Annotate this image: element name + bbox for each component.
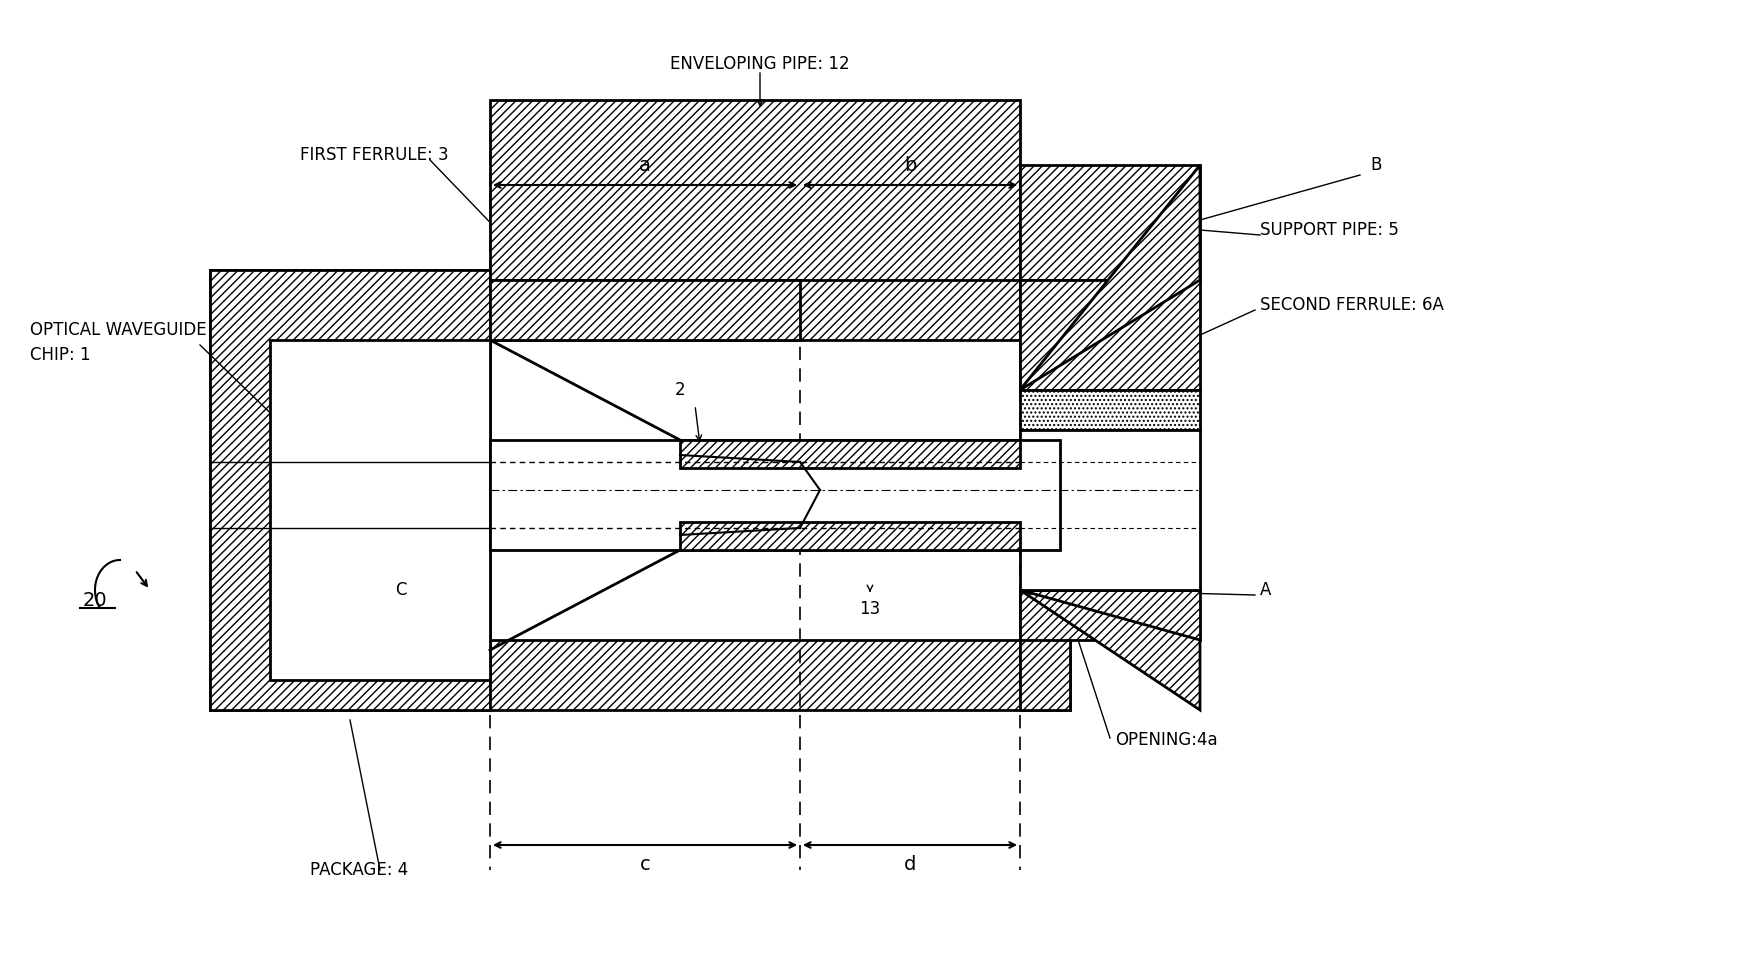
Bar [210, 270, 270, 710]
Polygon shape [1021, 165, 1199, 390]
Text: FIRST FERRULE: 3: FIRST FERRULE: 3 [299, 146, 448, 164]
Text: C: C [396, 581, 406, 599]
Bar [1021, 165, 1199, 280]
Bar [1021, 280, 1199, 390]
Text: CHIP: 1: CHIP: 1 [30, 346, 91, 364]
Bar [679, 440, 1021, 468]
Bar [490, 280, 800, 340]
Text: b: b [904, 156, 916, 175]
Text: 13: 13 [860, 600, 881, 618]
Bar [210, 640, 1070, 710]
Bar [1021, 430, 1199, 590]
Text: a: a [639, 156, 651, 175]
Text: d: d [904, 855, 916, 874]
Text: c: c [639, 855, 650, 874]
Text: SECOND FERRULE: 6A: SECOND FERRULE: 6A [1261, 296, 1445, 314]
Bar [210, 270, 1070, 340]
Text: OPENING:4a: OPENING:4a [1115, 731, 1217, 749]
Bar [679, 522, 1021, 550]
Text: ENVELOPING PIPE: 12: ENVELOPING PIPE: 12 [671, 55, 849, 73]
Bar [490, 100, 1021, 280]
Text: A: A [1261, 581, 1271, 599]
Bar [210, 270, 490, 710]
Text: 2: 2 [674, 381, 685, 399]
Polygon shape [1021, 590, 1199, 710]
Bar [1021, 590, 1070, 710]
Bar [1021, 390, 1199, 430]
Bar [270, 340, 490, 680]
Bar [490, 440, 1059, 550]
Text: PACKAGE: 4: PACKAGE: 4 [310, 861, 408, 879]
Bar [1021, 270, 1070, 390]
Bar [1021, 590, 1199, 640]
Text: SUPPORT PIPE: 5: SUPPORT PIPE: 5 [1261, 221, 1399, 239]
Text: OPTICAL WAVEGUIDE: OPTICAL WAVEGUIDE [30, 321, 207, 339]
Text: B: B [1369, 156, 1382, 174]
Text: 20: 20 [82, 590, 107, 610]
